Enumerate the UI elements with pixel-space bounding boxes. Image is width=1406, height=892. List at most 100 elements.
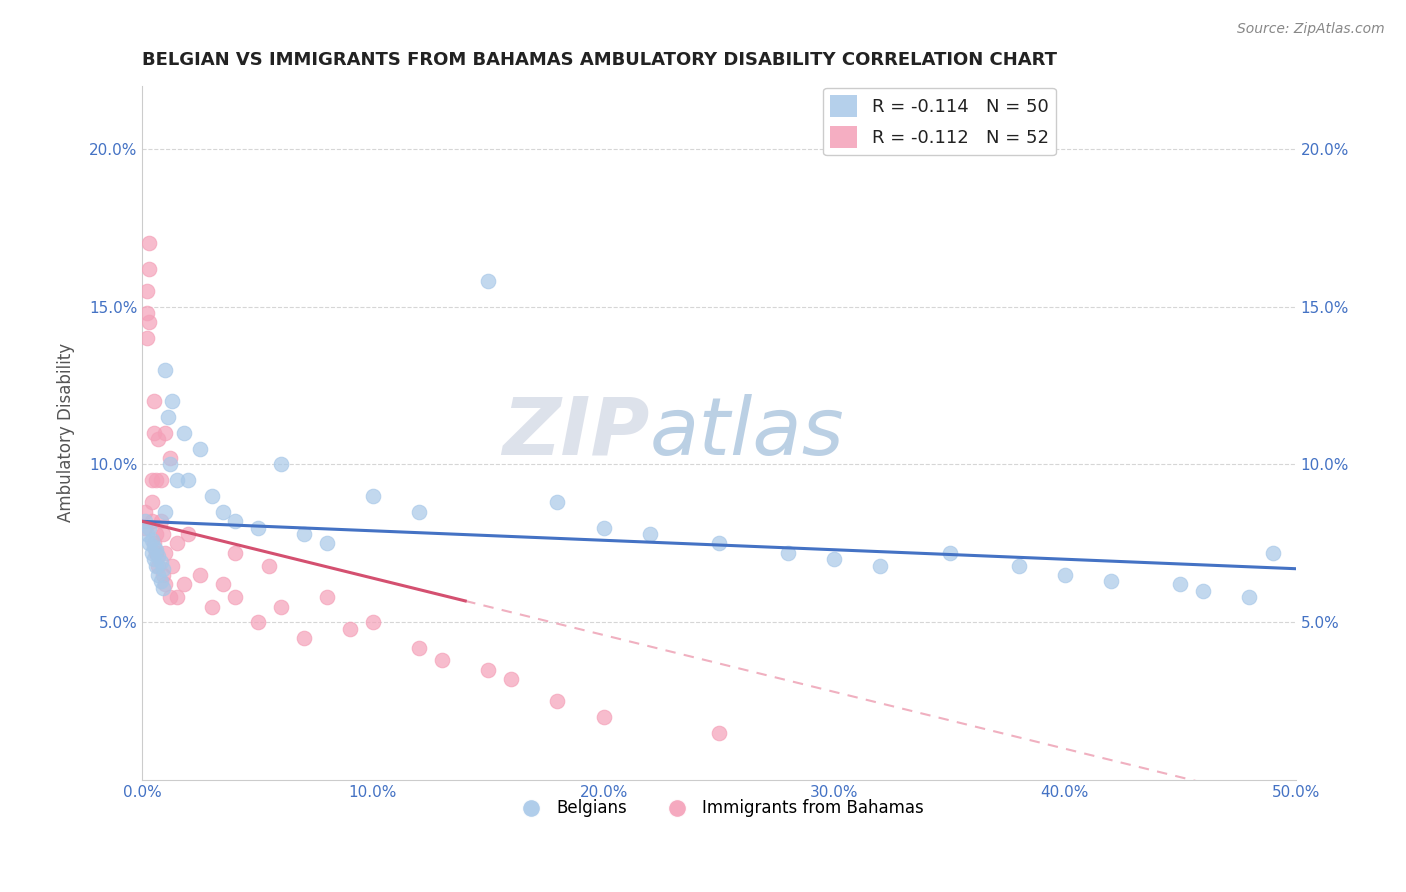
Point	[162, 558, 184, 573]
Point	[138, 315, 160, 329]
Point	[159, 590, 181, 604]
Point	[188, 442, 211, 456]
Point	[361, 615, 384, 630]
Point	[166, 473, 188, 487]
Point	[173, 577, 195, 591]
Point	[152, 527, 174, 541]
Point	[823, 552, 845, 566]
Point	[188, 568, 211, 582]
Point	[477, 274, 499, 288]
Point	[166, 590, 188, 604]
Point	[224, 514, 246, 528]
Point	[339, 622, 361, 636]
Point	[1099, 574, 1122, 589]
Text: BELGIAN VS IMMIGRANTS FROM BAHAMAS AMBULATORY DISABILITY CORRELATION CHART: BELGIAN VS IMMIGRANTS FROM BAHAMAS AMBUL…	[142, 51, 1057, 69]
Point	[135, 527, 157, 541]
Point	[501, 672, 523, 686]
Point	[315, 536, 337, 550]
Point	[361, 489, 384, 503]
Point	[142, 394, 165, 409]
Point	[155, 363, 177, 377]
Point	[155, 577, 177, 591]
Point	[408, 640, 430, 655]
Point	[212, 577, 235, 591]
Point	[134, 505, 156, 519]
Point	[142, 552, 165, 566]
Point	[141, 533, 163, 548]
Point	[138, 236, 160, 251]
Text: atlas: atlas	[650, 394, 845, 472]
Point	[152, 568, 174, 582]
Point	[212, 505, 235, 519]
Point	[547, 495, 569, 509]
Point	[138, 521, 160, 535]
Point	[155, 546, 177, 560]
Point	[177, 527, 200, 541]
Point	[638, 527, 661, 541]
Point	[1261, 546, 1284, 560]
Point	[707, 726, 730, 740]
Point	[152, 562, 174, 576]
Point	[592, 710, 614, 724]
Point	[145, 558, 167, 573]
Point	[938, 546, 960, 560]
Point	[135, 306, 157, 320]
Point	[592, 521, 614, 535]
Point	[173, 425, 195, 440]
Point	[148, 568, 170, 582]
Point	[315, 590, 337, 604]
Point	[142, 536, 165, 550]
Point	[257, 558, 280, 573]
Point	[149, 555, 172, 569]
Point	[1168, 577, 1191, 591]
Point	[142, 540, 165, 554]
Point	[1053, 568, 1076, 582]
Point	[778, 546, 800, 560]
Point	[1192, 583, 1215, 598]
Point	[145, 527, 167, 541]
Point	[547, 694, 569, 708]
Point	[134, 514, 156, 528]
Point	[156, 410, 179, 425]
Point	[200, 599, 222, 614]
Point	[200, 489, 222, 503]
Point	[292, 527, 315, 541]
Point	[707, 536, 730, 550]
Point	[149, 473, 172, 487]
Point	[477, 663, 499, 677]
Point	[155, 505, 177, 519]
Y-axis label: Ambulatory Disability: Ambulatory Disability	[58, 343, 75, 523]
Point	[135, 331, 157, 345]
Point	[159, 458, 181, 472]
Point	[138, 536, 160, 550]
Point	[135, 284, 157, 298]
Point	[292, 631, 315, 645]
Text: ZIP: ZIP	[502, 394, 650, 472]
Point	[149, 514, 172, 528]
Point	[134, 521, 156, 535]
Point	[270, 599, 292, 614]
Point	[162, 394, 184, 409]
Point	[270, 458, 292, 472]
Point	[1239, 590, 1261, 604]
Point	[155, 425, 177, 440]
Point	[1008, 558, 1031, 573]
Legend: Belgians, Immigrants from Bahamas: Belgians, Immigrants from Bahamas	[508, 793, 931, 824]
Text: Source: ZipAtlas.com: Source: ZipAtlas.com	[1237, 22, 1385, 37]
Point	[149, 574, 172, 589]
Point	[141, 546, 163, 560]
Point	[224, 546, 246, 560]
Point	[148, 558, 170, 573]
Point	[408, 505, 430, 519]
Point	[152, 581, 174, 595]
Point	[246, 615, 269, 630]
Point	[430, 653, 453, 667]
Point	[141, 473, 163, 487]
Point	[148, 432, 170, 446]
Point	[159, 451, 181, 466]
Point	[177, 473, 200, 487]
Point	[166, 536, 188, 550]
Point	[869, 558, 891, 573]
Point	[145, 473, 167, 487]
Point	[141, 514, 163, 528]
